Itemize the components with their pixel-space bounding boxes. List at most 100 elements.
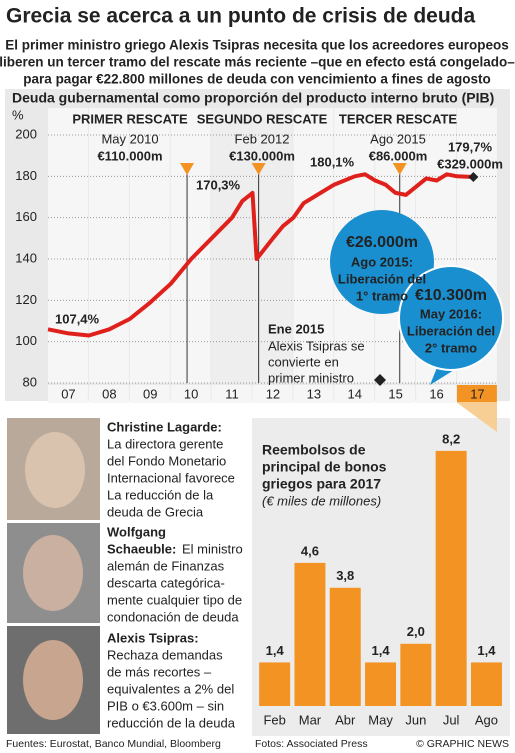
x-tick-label: 17: [470, 386, 484, 401]
annotation: TERCER RESCATE: [339, 111, 458, 126]
subtitle: El primer ministro griego Alexis Tsipras…: [5, 38, 508, 53]
note-marker: [374, 374, 386, 386]
photo-face: [25, 432, 85, 508]
bar: [294, 562, 326, 706]
year-cell: [211, 385, 252, 403]
value-label: 8,2: [442, 431, 460, 446]
credit: © GRAPHIC NEWS: [416, 738, 509, 750]
x-tick-label: Abr: [335, 712, 356, 727]
x-tick-label: 11: [225, 386, 239, 401]
annotation: Feb 2012: [235, 131, 290, 146]
annotation: Liberación del: [338, 271, 426, 286]
annotation: €329.000m: [437, 156, 503, 171]
profile-text: de más recortes –: [107, 664, 212, 679]
bar-title: griegos para 2017: [262, 476, 381, 492]
y-tick-label: 200: [15, 126, 37, 141]
annotation: convierte en: [268, 354, 339, 369]
x-tick-label: Mar: [299, 712, 322, 727]
annotation: 2° tramo: [425, 340, 477, 355]
profile-text: El ministro: [182, 541, 243, 556]
profile-text: alemán de Finanzas: [107, 558, 225, 573]
annotation: Ago 2015: [370, 131, 426, 146]
profile-name: Wolfgang: [107, 524, 166, 539]
bar-title: principal de bonos: [262, 459, 387, 475]
value-label: 4,6: [301, 543, 319, 558]
subtitle: para pagar €22.800 millones de deuda con…: [23, 72, 490, 87]
end-marker: [468, 171, 479, 182]
year-cell: [129, 385, 170, 403]
profile-name: Christine Lagarde:: [107, 419, 222, 434]
value-label: 1,4: [477, 643, 496, 658]
annotation: 170,3%: [196, 177, 241, 192]
x-tick-label: 14: [348, 386, 362, 401]
rescue-marker: [180, 163, 195, 175]
title: Grecia se acerca a un punto de crisis de…: [6, 5, 476, 28]
annotation: SEGUNDO RESCATE: [197, 111, 328, 126]
annotation: €110.000m: [97, 148, 162, 163]
year-cell: [48, 385, 88, 403]
x-tick-label: 07: [61, 386, 75, 401]
annotation: Alexis Tsipras se: [268, 338, 365, 353]
profile-text: PIB o €3.600m – sin: [107, 698, 224, 713]
year-cell: [170, 385, 211, 403]
x-tick-label: 13: [307, 386, 321, 401]
x-tick-label: 12: [266, 386, 280, 401]
profile-text: del Fondo Monetario: [107, 453, 226, 468]
annotation: €26.000m: [346, 234, 418, 251]
annotation: PRIMER RESCATE: [72, 111, 188, 126]
annotation: May 2016:: [420, 306, 482, 321]
profile-text: La reducción de la: [107, 487, 214, 502]
annotation: €10.300m: [415, 287, 487, 304]
bar-subtitle: (€ miles de millones): [262, 493, 381, 508]
year-cell: [416, 385, 456, 403]
profile-text: descarta categórica-: [107, 575, 225, 590]
annotation: 179,7%: [448, 139, 493, 154]
x-tick-label: Ago: [475, 712, 498, 727]
annotation: primer ministro: [268, 370, 354, 385]
bar: [259, 662, 291, 706]
year-cell: [375, 385, 416, 403]
year-cell: [293, 385, 334, 403]
annotation: Ago 2015:: [351, 254, 413, 269]
photo-face: [23, 640, 83, 720]
year-cell: [88, 385, 129, 403]
annotation: €130.000m: [229, 148, 295, 163]
x-tick-label: 10: [184, 386, 198, 401]
year-band: [252, 108, 293, 383]
x-tick-label: 15: [388, 386, 402, 401]
bar-title: Reembolsos de: [262, 442, 366, 458]
rescue-marker: [392, 163, 407, 175]
bubble: [398, 265, 504, 371]
year-band: [211, 108, 252, 383]
x-tick-label: Jul: [443, 712, 460, 727]
annotation: Ene 2015: [268, 321, 324, 336]
y-tick-label: 140: [15, 250, 37, 265]
value-label: 1,4: [372, 643, 391, 658]
profile-text: reducción de la deuda: [107, 715, 236, 730]
profile-text: Rechaza demandas: [107, 647, 223, 662]
annotation: 1° tramo: [356, 288, 408, 303]
y-tick-label: 100: [15, 333, 37, 348]
year-cell: [334, 385, 375, 403]
year-band: [88, 108, 129, 383]
chart-title: Deuda gubernamental como proporción del …: [12, 90, 494, 106]
annotation: May 2010: [101, 131, 158, 146]
x-tick-label: 09: [143, 386, 157, 401]
profile-name: Schaeuble:: [107, 541, 176, 556]
subtitle: liberen un tercer tramo del rescate más …: [0, 55, 515, 70]
x-tick-label: Feb: [263, 712, 285, 727]
y-label: %: [12, 107, 24, 122]
bar: [329, 587, 361, 706]
bar: [365, 662, 397, 706]
x-tick-label: 16: [429, 386, 443, 401]
x-tick-label: May: [368, 712, 393, 727]
year-cell: [252, 385, 293, 403]
profile-text: La directora gerente: [107, 436, 223, 451]
year-band: [293, 108, 334, 383]
bar: [470, 662, 502, 706]
profile-text: condonación de deuda: [107, 609, 239, 624]
year-cell: [457, 385, 497, 403]
connector: [456, 402, 497, 432]
profile-name: Alexis Tsipras:: [107, 630, 199, 645]
